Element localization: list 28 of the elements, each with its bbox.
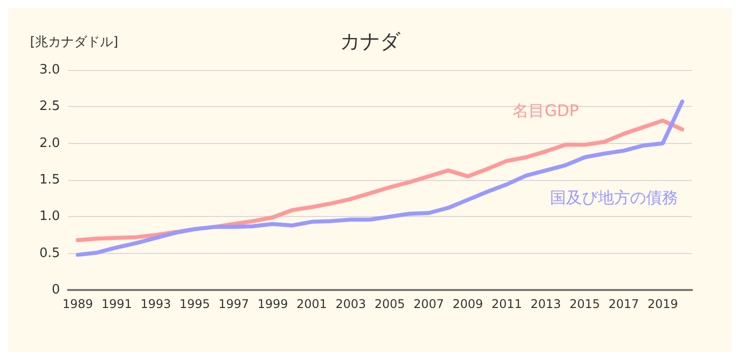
x-tick-label: 1995 [179,297,210,311]
y-tick-label: 2.0 [39,136,60,151]
series-label: 国及び地方の債務 [550,188,678,208]
x-tick-label: 1999 [257,297,288,311]
x-tick-label: 2019 [647,297,678,311]
x-tick-label: 2015 [569,297,600,311]
x-tick-label: 1991 [101,297,132,311]
y-tick-label: 0.5 [39,246,60,261]
x-tick-label: 2011 [491,297,522,311]
y-tick-label: 0 [52,282,60,298]
chart-title: カナダ [340,29,401,53]
y-tick-label: 1.5 [39,172,60,188]
x-tick-label: 2013 [530,297,562,311]
x-tick-label: 2017 [608,297,640,311]
x-tick-label: 2007 [413,297,444,311]
x-tick-label: 1997 [218,297,250,311]
y-tick-label: 2.5 [39,99,60,114]
y-axis-title: [兆カナダドル] [30,35,118,50]
x-tick-label: 2001 [296,297,328,311]
x-tick-label: 1993 [140,297,172,311]
x-tick-label: 2005 [374,297,406,311]
series-label: 名目GDP [512,100,580,120]
line-series [76,100,684,257]
y-tick-label: 1.0 [39,209,60,224]
x-tick-label: 2003 [335,297,366,311]
x-tick-label: 1989 [62,297,94,311]
x-tick-label: 2009 [452,297,484,311]
y-tick-label: 3.0 [39,62,60,78]
